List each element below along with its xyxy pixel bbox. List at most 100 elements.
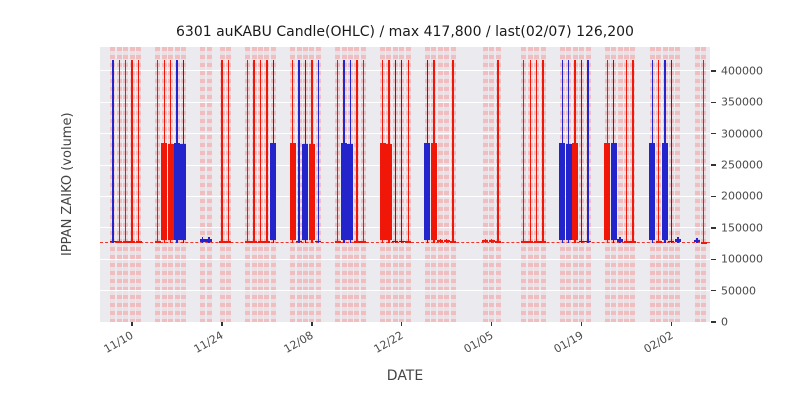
candle-body <box>533 241 540 243</box>
candle-body <box>443 240 450 243</box>
candle-wick <box>112 59 114 243</box>
candle-wick <box>542 59 544 243</box>
x-tick-text: 11/24 <box>191 328 226 356</box>
y-tick-label: 150000 <box>721 221 763 235</box>
candle-body <box>180 144 187 241</box>
y-tick-mark <box>711 70 716 72</box>
candle-body <box>424 143 431 241</box>
candle-body <box>334 241 341 243</box>
candle-body <box>482 240 489 243</box>
candle-body <box>154 241 161 243</box>
candle-wick <box>497 59 499 243</box>
x-tick-label: 12/22 <box>312 328 406 356</box>
candle-wick <box>523 59 525 243</box>
x-tick-text: 02/02 <box>641 328 676 356</box>
candle-wick <box>137 59 140 243</box>
candle-body <box>655 241 662 243</box>
x-tick-mark <box>131 322 133 326</box>
candle-body <box>308 143 315 241</box>
y-tick-label: 200000 <box>721 189 763 203</box>
x-axis-label: DATE <box>386 368 424 384</box>
candle-body <box>174 143 181 241</box>
candle-body <box>559 143 566 241</box>
candle-wick <box>580 59 583 243</box>
candle-band <box>482 47 488 322</box>
candle-wick <box>157 59 159 243</box>
candle-wick <box>625 59 628 243</box>
candle-body <box>430 143 437 241</box>
candle-body <box>520 241 527 243</box>
candle-body <box>257 241 264 243</box>
x-tick-label: 12/08 <box>222 328 316 356</box>
candle-band <box>675 47 681 322</box>
gridline <box>100 321 710 322</box>
y-axis-label: IPPAN ZAIKO (volume) <box>60 112 75 257</box>
y-tick-mark <box>711 195 716 198</box>
x-tick-mark <box>670 322 673 326</box>
gridline <box>100 227 710 229</box>
candle-band <box>694 47 700 322</box>
candle-wick <box>452 59 454 243</box>
candle-body <box>578 240 585 243</box>
candle-wick <box>131 59 133 243</box>
y-tick-label: 300000 <box>721 127 763 141</box>
candle-body <box>219 241 225 243</box>
candle-body <box>225 241 232 243</box>
candle-body <box>302 144 309 241</box>
candle-body <box>116 241 123 243</box>
candle-body <box>540 241 547 243</box>
candle-wick <box>298 59 300 243</box>
y-tick-label: 0 <box>721 315 728 329</box>
candle-band <box>617 47 623 322</box>
candle-body <box>649 143 656 241</box>
gridline <box>100 195 710 197</box>
y-tick-mark <box>711 132 716 135</box>
candle-wick <box>587 59 589 243</box>
y-tick-label: 400000 <box>721 64 763 78</box>
candle-band <box>200 47 206 322</box>
y-tick-mark <box>711 289 716 292</box>
x-tick-text: 01/05 <box>461 328 496 356</box>
x-tick-mark <box>580 322 583 326</box>
candle-wick <box>401 59 403 243</box>
x-tick-text: 01/19 <box>551 328 586 356</box>
candle-wick <box>246 59 249 243</box>
candle-body <box>610 143 617 241</box>
candle-body <box>694 239 701 243</box>
candle-band <box>437 47 443 322</box>
x-tick-mark <box>490 322 493 326</box>
gridline <box>100 290 710 292</box>
x-tick-label: 11/10 <box>42 328 136 356</box>
candle-body <box>167 144 174 241</box>
candle-body <box>161 143 168 241</box>
y-tick-label: 350000 <box>721 95 763 109</box>
x-tick-mark <box>311 322 313 326</box>
candle-body <box>437 240 444 243</box>
candle-body <box>495 241 502 243</box>
candle-body <box>206 238 213 243</box>
candle-wick <box>118 59 120 243</box>
candle-body <box>263 241 270 243</box>
candle-body <box>122 241 129 243</box>
candle-body <box>674 238 681 243</box>
y-tick-mark <box>711 321 716 323</box>
x-tick-label: 11/24 <box>132 328 226 356</box>
x-tick-mark <box>401 322 403 326</box>
candle-body <box>604 143 611 241</box>
candle-wick <box>124 59 127 243</box>
candle-band <box>206 47 212 322</box>
y-tick-label: 50000 <box>721 284 756 298</box>
y-tick-mark <box>711 101 716 103</box>
candle-body <box>353 241 360 243</box>
candle-wick <box>702 59 705 244</box>
candle-wick <box>657 59 660 243</box>
candle-wick <box>632 59 634 243</box>
candle-wick <box>394 59 397 243</box>
candle-body <box>199 238 206 243</box>
candle-body <box>129 241 136 243</box>
gridline <box>100 70 710 72</box>
candle-band <box>444 47 450 322</box>
x-tick-label: 02/02 <box>581 328 675 356</box>
candle-wick <box>259 59 262 243</box>
